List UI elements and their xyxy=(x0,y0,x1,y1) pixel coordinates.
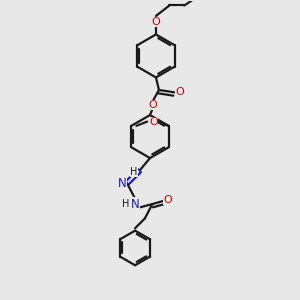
Text: O: O xyxy=(176,87,184,98)
Text: N: N xyxy=(131,197,140,211)
Text: O: O xyxy=(148,100,157,110)
Text: O: O xyxy=(164,195,172,205)
Text: H: H xyxy=(130,167,138,177)
Text: O: O xyxy=(152,17,160,27)
Text: N: N xyxy=(118,177,127,190)
Text: O: O xyxy=(149,117,158,127)
Text: H: H xyxy=(122,199,130,209)
